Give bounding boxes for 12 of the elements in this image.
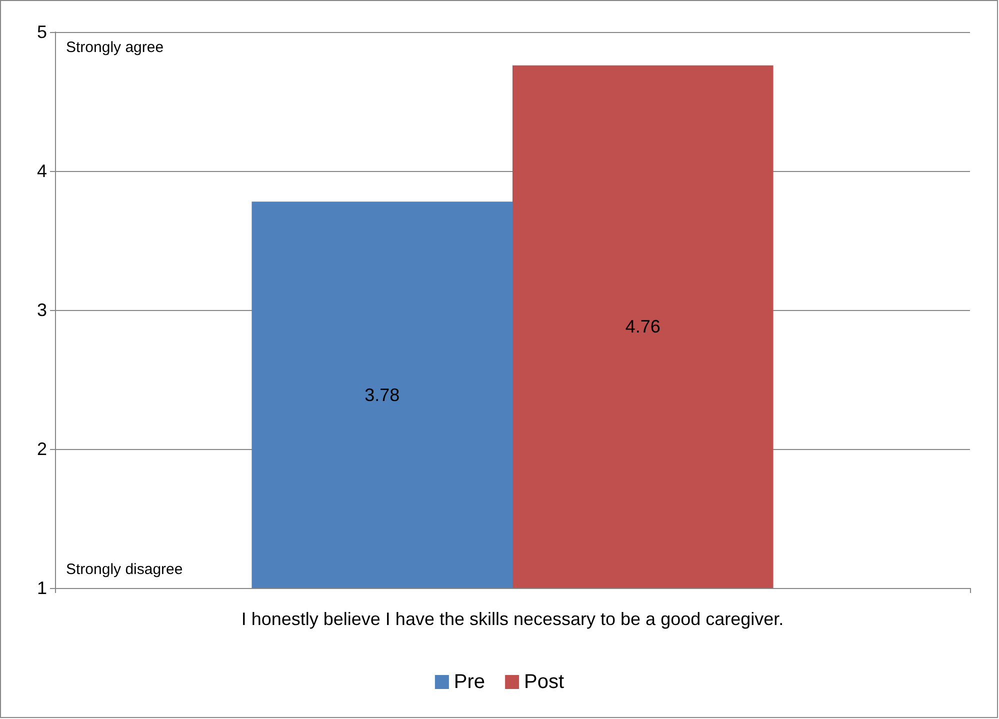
y-tick-label: 5 — [36, 22, 47, 42]
x-tick-label: I honestly believe I have the skills necessary to be a good caregiver. — [241, 609, 784, 629]
annotation: Strongly agree — [66, 39, 164, 56]
y-tick-label: 1 — [36, 578, 47, 598]
data-label: 4.76 — [625, 316, 660, 337]
y-tick-label: 4 — [36, 161, 47, 181]
legend-label: Post — [524, 671, 565, 693]
y-tick-label: 2 — [36, 439, 47, 459]
legend-label: Pre — [454, 671, 486, 693]
y-tick-label: 3 — [36, 300, 47, 320]
data-label: 3.78 — [364, 384, 400, 405]
annotation: Strongly disagree — [66, 561, 183, 578]
